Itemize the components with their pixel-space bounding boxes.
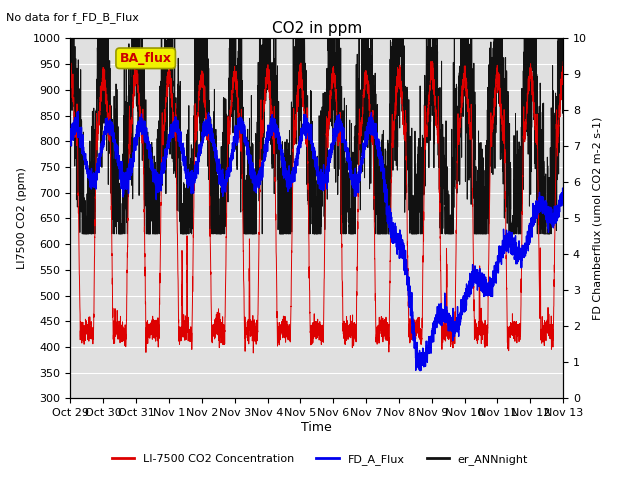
X-axis label: Time: Time bbox=[301, 421, 332, 434]
Y-axis label: LI7500 CO2 (ppm): LI7500 CO2 (ppm) bbox=[17, 168, 27, 269]
Legend: LI-7500 CO2 Concentration, FD_A_Flux, er_ANNnight: LI-7500 CO2 Concentration, FD_A_Flux, er… bbox=[108, 450, 532, 469]
Text: BA_flux: BA_flux bbox=[120, 52, 172, 65]
Text: No data for f_FD_B_Flux: No data for f_FD_B_Flux bbox=[6, 12, 140, 23]
Y-axis label: FD Chamberflux (umol CO2 m-2 s-1): FD Chamberflux (umol CO2 m-2 s-1) bbox=[593, 117, 602, 320]
Title: CO2 in ppm: CO2 in ppm bbox=[271, 21, 362, 36]
